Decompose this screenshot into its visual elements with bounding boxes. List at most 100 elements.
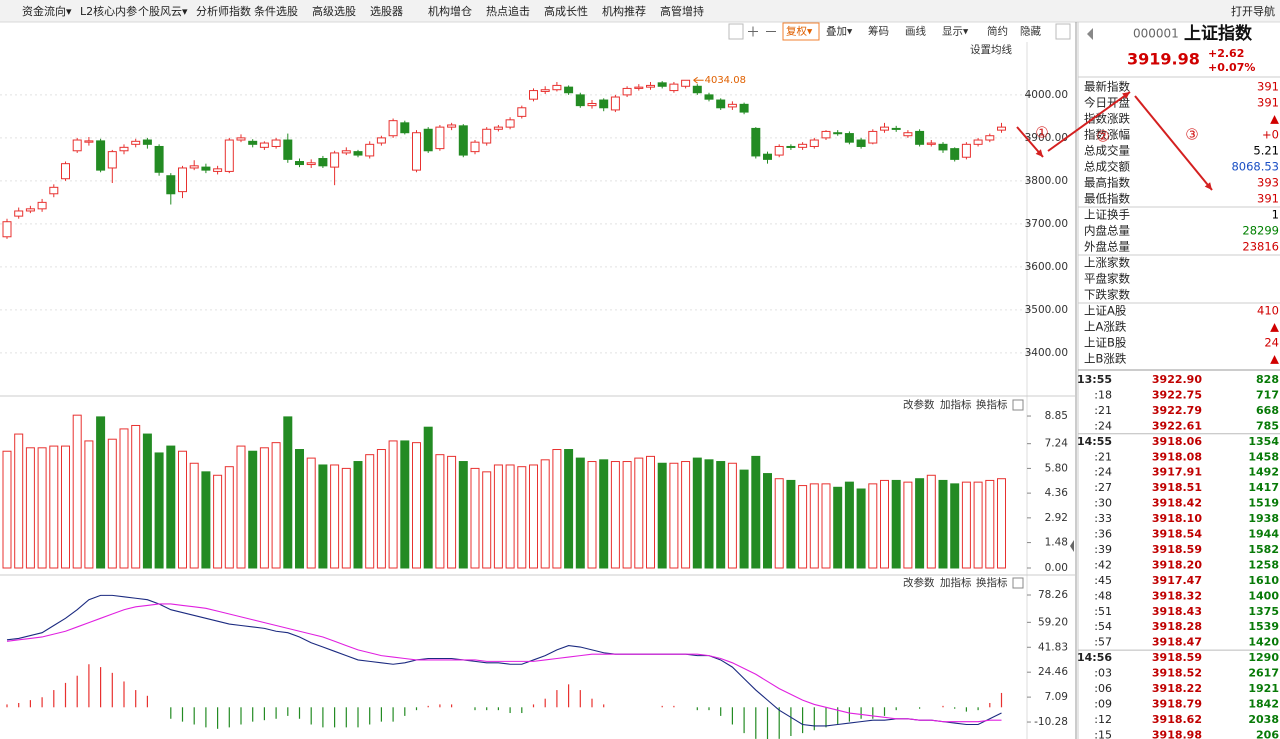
candle-body	[856, 139, 866, 147]
y-tick-label: 4.36	[1045, 487, 1069, 499]
y-tick-label: -10.28	[1034, 716, 1068, 728]
candle-body	[412, 132, 421, 171]
volume-bar	[306, 457, 316, 569]
candle-body	[166, 175, 176, 195]
toolbar-button[interactable]: 显示▾	[942, 26, 969, 38]
stat-label: 指数涨跌	[1084, 112, 1130, 126]
menu-item[interactable]: 高成长性	[544, 4, 588, 18]
stat-value: 393	[1257, 176, 1279, 190]
tick-volume: 1944	[1248, 528, 1279, 541]
candle-body	[283, 139, 293, 160]
candle-body	[107, 151, 117, 169]
tick-time: :24	[1094, 419, 1112, 432]
back-arrow[interactable]	[1087, 28, 1093, 40]
tick-time: :24	[1094, 466, 1112, 479]
close-button[interactable]	[1012, 577, 1024, 589]
candle-body	[482, 128, 492, 144]
menu-item[interactable]: 个股风云▾	[138, 5, 188, 18]
stat-label: 指数涨幅	[1084, 128, 1130, 142]
toolbar-button[interactable]: 隐藏	[1020, 26, 1042, 38]
tick-volume: 1539	[1248, 620, 1279, 633]
toolbar-button[interactable]: 叠加▾	[826, 26, 853, 38]
volume-bar	[833, 486, 843, 569]
candle-body	[131, 140, 141, 145]
candle-body	[704, 94, 714, 100]
volume-bar	[903, 481, 913, 569]
lock-icon[interactable]	[728, 23, 744, 40]
tick-price: 3918.43	[1152, 605, 1202, 618]
menu-item[interactable]: 机构增仓	[428, 4, 472, 18]
price-change-pct: +0.07%	[1208, 61, 1255, 74]
candle-body	[189, 165, 199, 169]
ma-setting-button[interactable]: 设置均线	[970, 43, 1012, 56]
panel-button[interactable]: 换指标	[976, 398, 1008, 411]
candle-body	[259, 142, 269, 148]
volume-bar	[891, 479, 901, 569]
fullscreen-icon[interactable]	[1055, 23, 1071, 40]
tick-price: 3918.59	[1152, 543, 1202, 556]
stat-value: 24	[1264, 336, 1279, 350]
volume-bar	[72, 414, 82, 569]
panel-button[interactable]: 改参数	[903, 576, 935, 589]
toolbar-button[interactable]: 复权▾	[786, 25, 813, 38]
tick-time: :03	[1094, 667, 1112, 680]
menu-item[interactable]: 条件选股	[254, 4, 298, 18]
volume-bar	[107, 438, 117, 569]
annotation-arrow	[1134, 95, 1213, 191]
tick-time: :33	[1094, 512, 1112, 525]
y-tick-label: 1.48	[1045, 537, 1068, 549]
menu-item[interactable]: L2核心内参	[80, 4, 137, 18]
candle-body	[751, 127, 761, 157]
volume-bar	[868, 483, 878, 569]
candle-body	[435, 126, 445, 150]
volume-bar	[540, 459, 550, 569]
collapse-handle[interactable]	[1070, 540, 1074, 552]
tick-time: :27	[1094, 481, 1112, 494]
candle-body	[564, 86, 574, 94]
tick-price: 3918.22	[1152, 682, 1202, 695]
y-tick-label: 5.80	[1045, 462, 1068, 474]
panel-button[interactable]: 加指标	[940, 398, 972, 411]
nav-link[interactable]: 打开导航	[1231, 4, 1275, 18]
toolbar-button[interactable]: 简约	[987, 25, 1008, 38]
toolbar-button[interactable]: 画线	[905, 25, 926, 38]
stat-value: 28299	[1242, 224, 1279, 238]
candle-body	[657, 82, 667, 87]
menu-item[interactable]: 资金流向▾	[22, 4, 72, 18]
volume-bar	[681, 461, 691, 569]
candle-body	[119, 146, 129, 152]
volume-bar	[657, 462, 667, 569]
stat-value: 391	[1257, 80, 1279, 94]
tick-time: :21	[1094, 404, 1112, 417]
candle-body	[271, 139, 281, 147]
macd-line	[6, 603, 1002, 723]
panel-button[interactable]: 改参数	[903, 398, 935, 411]
stat-label: 平盘家数	[1084, 272, 1130, 286]
toolbar-icons	[728, 22, 1071, 41]
menu-item[interactable]: 机构推荐	[602, 4, 646, 18]
menu-item[interactable]: 高管增持	[660, 4, 704, 18]
menu-item[interactable]: 高级选股	[312, 4, 356, 18]
active-tool	[782, 22, 820, 41]
toolbar-button[interactable]: 筹码	[868, 25, 889, 38]
candle-body	[844, 133, 854, 143]
tick-price: 3918.08	[1152, 450, 1202, 463]
menu-item[interactable]: 选股器	[370, 5, 403, 18]
volume-bar	[154, 452, 164, 569]
panel-button[interactable]: 加指标	[940, 576, 972, 589]
close-button[interactable]	[1012, 399, 1024, 411]
panel-button[interactable]: 换指标	[976, 576, 1008, 589]
tick-price: 3922.79	[1152, 404, 1202, 417]
menu-item[interactable]: 分析师指数	[196, 4, 251, 18]
tick-volume: 1458	[1248, 450, 1279, 463]
candle-body	[142, 139, 152, 145]
menu-item[interactable]: 热点追击	[486, 4, 530, 18]
volume-bar	[259, 447, 269, 569]
y-tick-label: 7.24	[1045, 438, 1069, 450]
tick-time: :36	[1094, 528, 1112, 541]
y-tick-label: 4000.00	[1025, 89, 1068, 101]
candle-body	[458, 125, 468, 156]
annotation-arrow	[1047, 91, 1131, 152]
stock-code: 000001	[1133, 27, 1179, 41]
peak-label: 4034.08	[705, 75, 746, 86]
